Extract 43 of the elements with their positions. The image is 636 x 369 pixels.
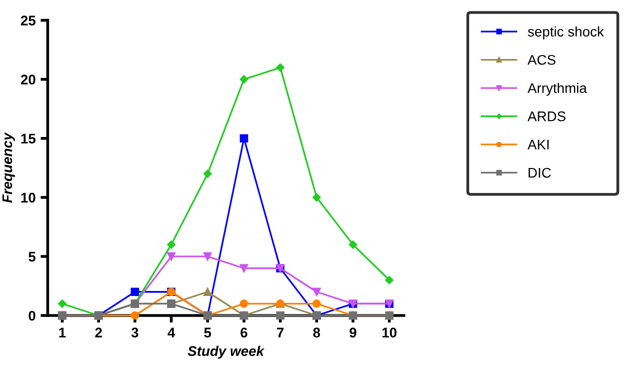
legend-label: ARDS	[528, 111, 566, 122]
x-tick-label: 10	[382, 328, 396, 338]
point	[240, 264, 248, 272]
point	[385, 276, 394, 284]
x-tick-label: 7	[277, 328, 284, 338]
legend-label: septic shock	[528, 26, 604, 40]
point	[203, 252, 212, 261]
point	[276, 63, 284, 72]
x-tick-label: 2	[95, 328, 102, 338]
point	[312, 193, 321, 202]
point	[348, 240, 358, 249]
y-tick-label: 10	[21, 192, 36, 203]
legend-label: ACS	[528, 54, 556, 65]
point	[130, 288, 140, 296]
x-tick-label: 8	[313, 328, 320, 338]
point	[130, 311, 140, 320]
x-axis-title: Study week	[188, 346, 265, 359]
x-tick-label: 4	[168, 328, 176, 338]
point	[203, 288, 212, 296]
point	[276, 311, 284, 320]
point	[167, 252, 176, 261]
x-tick-label: 6	[240, 328, 248, 338]
x-tick-label: 3	[131, 328, 138, 338]
point	[240, 300, 248, 308]
point	[240, 134, 248, 143]
y-tick-label: 15	[21, 134, 36, 144]
x-tick-label: 1	[59, 328, 66, 338]
x-tick-label: 5	[204, 328, 212, 338]
y-tick-label: 25	[20, 16, 36, 26]
point	[312, 300, 321, 308]
legend-label: Arrythmia	[528, 82, 587, 96]
point	[203, 170, 212, 178]
y-tick-label: 20	[20, 74, 36, 85]
y-tick-label: 0	[28, 310, 36, 321]
y-axis-title: Frequency	[2, 132, 15, 203]
point	[312, 288, 321, 296]
x-tick-label: 9	[350, 328, 356, 338]
legend-label: AKI	[528, 140, 549, 150]
legend-label: DIC	[528, 168, 551, 178]
point	[167, 240, 176, 249]
point	[240, 75, 248, 84]
point	[58, 300, 66, 308]
y-tick-label: 5	[28, 252, 36, 262]
